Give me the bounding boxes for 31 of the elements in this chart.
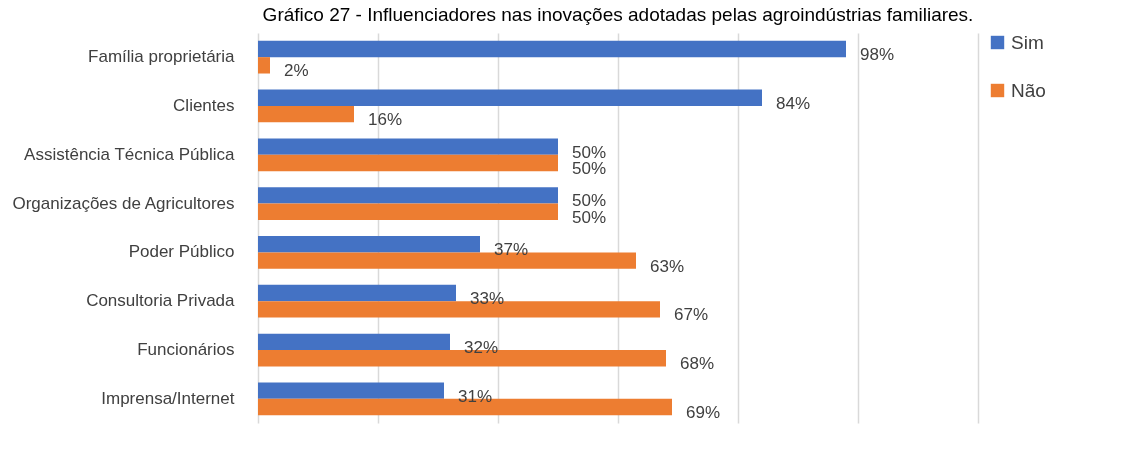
bar	[258, 105, 354, 123]
bar	[258, 89, 762, 106]
data-label: 69%	[686, 403, 721, 423]
legend-label: Não	[1011, 79, 1046, 101]
legend-label: Sim	[1011, 31, 1044, 53]
bar	[258, 187, 558, 204]
y-tick-label: Assistência Técnica Pública	[24, 144, 236, 164]
y-tick-label: Funcionários	[137, 340, 235, 360]
y-tick-label: Consultoria Privada	[86, 291, 236, 311]
chart-title: Gráfico 27 - Influenciadores nas inovações adotadas pelas agroindústrias familiares.	[262, 4, 974, 25]
y-tick-label: Imprensa/Internet	[101, 388, 235, 408]
y-tick-label: Família proprietária	[88, 47, 236, 67]
bar	[258, 138, 558, 155]
data-label: 2%	[284, 61, 309, 81]
y-tick-label: Clientes	[173, 95, 235, 115]
data-label: 67%	[674, 305, 709, 325]
bar	[258, 382, 444, 399]
bar	[258, 236, 480, 253]
bar	[258, 333, 450, 351]
y-tick-label: Organizações de Agricultores	[12, 193, 235, 213]
bar	[258, 40, 846, 58]
data-label: 16%	[368, 110, 403, 130]
data-label: 84%	[776, 93, 811, 113]
bar	[258, 154, 558, 172]
y-tick-label: Poder Público	[128, 242, 235, 262]
data-label: 63%	[650, 256, 685, 276]
bar	[258, 284, 456, 302]
bar	[258, 57, 270, 74]
data-label: 68%	[680, 354, 715, 374]
data-label: 98%	[860, 44, 895, 64]
bar	[258, 203, 558, 220]
